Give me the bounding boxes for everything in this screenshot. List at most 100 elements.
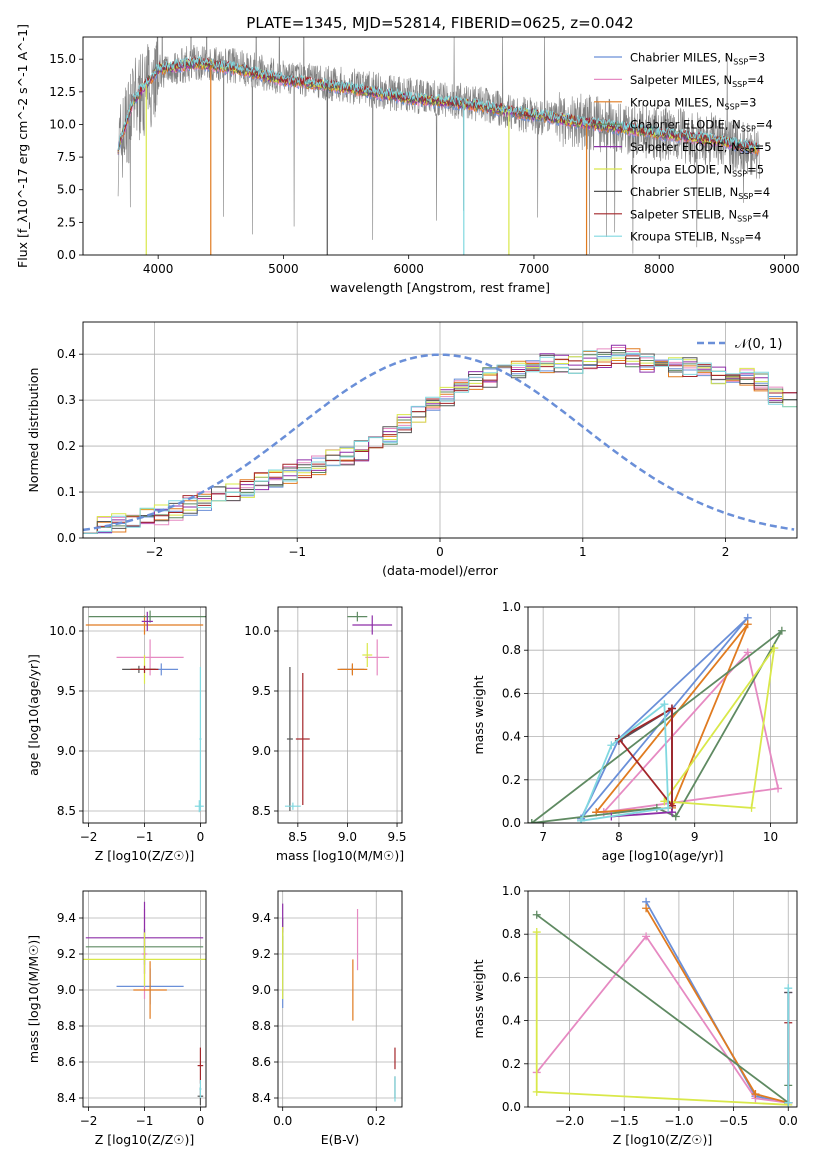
plus-marker	[671, 812, 680, 821]
EBV_mass-plot-area	[282, 903, 396, 1102]
x-tick-label: 9.5	[387, 830, 406, 844]
weight-line	[645, 901, 789, 1104]
legend-label-part: Chabrier STELIB, N	[630, 185, 738, 199]
y-tick-label: 0.1	[57, 485, 76, 499]
legend-label-part: =4	[752, 207, 769, 221]
plus-marker	[743, 620, 752, 629]
figure-title: PLATE=1345, MJD=52814, FIBERID=0625, z=0…	[246, 14, 633, 32]
age-weight-panel: 7 8 9 10 0.0 0.2 0.4 0.6 0.8 1.0 age [log10(age/yr…	[471, 600, 798, 863]
y-tick-label: 0.2	[57, 439, 76, 453]
plus-marker	[751, 1090, 760, 1099]
weight-line	[611, 706, 673, 818]
legend-label-sub: SSP	[732, 170, 747, 179]
legend-label-part: Chabrier ELODIE, N	[630, 118, 741, 132]
x-axis-label: age [log10(age/yr)]	[602, 848, 724, 863]
legend-label: Chabrier STELIB, NSSP=4	[630, 185, 770, 201]
y-tick-label: 10.0	[244, 624, 271, 638]
legend-label-sub: SSP	[730, 237, 745, 246]
legend-label-part: =5	[755, 140, 772, 154]
y-tick-label: 10.0	[49, 117, 76, 131]
x-axis-label: Z [log10(Z/Z☉)]	[95, 1132, 195, 1147]
x-tick-label: −1.0	[664, 1114, 693, 1128]
y-tick-label: 15.0	[49, 52, 76, 66]
x-tick-label: 10	[763, 830, 778, 844]
histogram-step-line	[83, 356, 797, 534]
z-mass-panel: −2 −1 0 8.4 8.6 8.8 9.0 9.2 9.4 Z [log10(Z/Z☉)] ma…	[26, 890, 207, 1147]
x-axis-label: mass [log10(M/M☉)]	[276, 848, 404, 863]
x-tick-label: 0.0	[273, 1114, 292, 1128]
x-tick-label: −2.0	[555, 1114, 584, 1128]
y-tick-label: 0.2	[502, 773, 521, 787]
weight-line	[535, 932, 789, 1106]
spectrum-plot-area	[117, 37, 760, 255]
x-tick-label: 1	[579, 545, 587, 559]
x-tick-label: 8.5	[288, 830, 307, 844]
x-tick-label: 5000	[268, 262, 299, 276]
x-tick-label: 9.0	[338, 830, 357, 844]
x-tick-label: −2	[80, 1114, 98, 1128]
y-tick-label: 0.6	[502, 686, 521, 700]
x-tick-label: 0	[197, 830, 205, 844]
legend-label-part: Chabrier MILES, N	[630, 51, 733, 65]
y-tick-label: 9.0	[57, 983, 76, 997]
y-axis-label: mass [log10(M/M☉)]	[26, 935, 41, 1063]
Z_weight-plot-area	[532, 897, 793, 1107]
legend-label-part: =3	[748, 51, 765, 65]
legend-label-sub: SSP	[741, 125, 756, 134]
legend-label-part: Salpeter MILES, N	[630, 73, 732, 87]
weight-line	[536, 914, 790, 1105]
legend-label: Kroupa STELIB, NSSP=4	[630, 230, 761, 246]
x-tick-label: −2	[146, 545, 164, 559]
x-tick-label: 4000	[143, 262, 174, 276]
legend-label: Kroupa MILES, NSSP=3	[630, 95, 756, 111]
x-tick-label: −1	[288, 545, 306, 559]
y-tick-label: 10.0	[49, 624, 76, 638]
legend-label-part: =4	[745, 230, 762, 244]
x-tick-label: 9000	[769, 262, 800, 276]
y-tick-label: 9.2	[57, 947, 76, 961]
y-tick-label: 0.8	[502, 927, 521, 941]
plus-marker	[784, 984, 793, 993]
plus-marker	[743, 648, 752, 657]
legend-label: Salpeter MILES, NSSP=4	[630, 73, 764, 89]
plus-marker	[747, 803, 756, 812]
x-tick-label: 8000	[644, 262, 675, 276]
Z_age-plot-area	[85, 610, 206, 813]
y-tick-label: 8.4	[57, 1091, 76, 1105]
y-tick-label: 8.8	[252, 1019, 271, 1033]
legend-label-part: Salpeter STELIB, N	[630, 207, 737, 221]
x-tick-label: −1	[136, 830, 154, 844]
plus-marker	[774, 784, 783, 793]
legend-label: Salpeter ELODIE, NSSP=5	[630, 140, 772, 156]
plus-marker	[532, 928, 541, 937]
axes-frame	[82, 890, 207, 1108]
plus-marker	[652, 803, 661, 812]
Z_mass-plot-area	[83, 901, 206, 1106]
legend-label-part: Kroupa MILES, N	[630, 95, 725, 109]
legend-label-sub: SSP	[737, 214, 752, 223]
y-tick-label: 5.0	[57, 183, 76, 197]
plus-marker	[667, 704, 676, 713]
legend-label-part: =4	[756, 118, 773, 132]
y-tick-label: 0.2	[502, 1057, 521, 1071]
y-tick-label: 0.4	[502, 730, 521, 744]
x-tick-label: −1	[136, 1114, 154, 1128]
plus-marker	[664, 803, 673, 812]
plus-marker	[532, 1087, 541, 1096]
plus-marker	[777, 626, 786, 635]
plus-marker	[770, 644, 779, 653]
plus-marker	[642, 932, 651, 941]
y-tick-label: 0.3	[57, 393, 76, 407]
x-tick-label: −2	[80, 830, 98, 844]
y-tick-label: 0.0	[502, 816, 521, 830]
x-tick-label: 7000	[519, 262, 550, 276]
x-tick-label: 0.2	[367, 1114, 386, 1128]
axes-frame	[82, 606, 207, 824]
axes-frame	[277, 606, 403, 824]
legend-label: Salpeter STELIB, NSSP=4	[630, 207, 769, 223]
y-tick-label: 9.0	[57, 744, 76, 758]
y-tick-label: 2.5	[57, 215, 76, 229]
legend-label: Chabrier ELODIE, NSSP=4	[630, 118, 773, 134]
